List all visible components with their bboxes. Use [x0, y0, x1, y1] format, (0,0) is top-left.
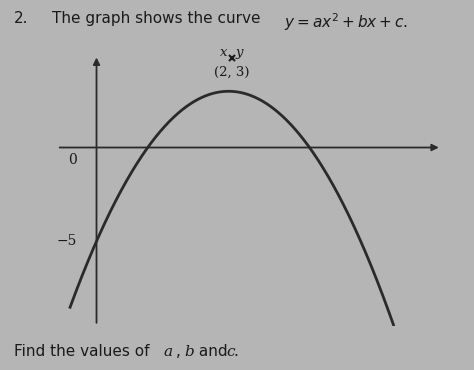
Text: $y = ax^2 + bx + c.$: $y = ax^2 + bx + c.$ — [284, 11, 409, 33]
Text: a: a — [164, 345, 173, 359]
Text: 2.: 2. — [14, 11, 29, 26]
Text: (2, 3): (2, 3) — [214, 66, 250, 79]
Text: Find the values of: Find the values of — [14, 344, 155, 359]
Text: x  y: x y — [220, 46, 244, 60]
Text: The graph shows the curve: The graph shows the curve — [52, 11, 261, 26]
Text: 0: 0 — [68, 153, 77, 167]
Text: −5: −5 — [56, 234, 77, 248]
Text: and: and — [194, 344, 233, 359]
Text: ,: , — [176, 344, 181, 359]
Text: .: . — [234, 344, 238, 359]
Text: b: b — [184, 345, 194, 359]
Text: c: c — [226, 345, 235, 359]
